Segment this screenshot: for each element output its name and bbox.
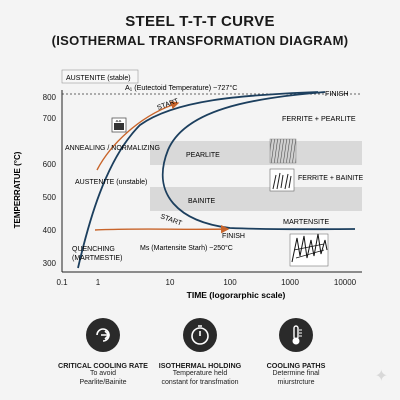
sparkle-icon: ✦ (374, 368, 388, 385)
bainite-band-label: BAINITE (188, 198, 216, 205)
x-tick-10: 10 (166, 278, 175, 287)
austenite-stable-box (61, 69, 139, 84)
austenite-stable-label: AUSTENITE (stable) (66, 75, 131, 82)
chart-title: STEEL T-T-T CURVE (125, 13, 275, 30)
annealing-cooling-path (96, 101, 180, 171)
finish-label-top: FINISH (325, 89, 349, 98)
y-tick-labels: 300 400 500 600 700 800 (43, 93, 57, 268)
card-line-2: Pearlite/Bainite (79, 378, 127, 386)
y-tick-500: 500 (43, 193, 57, 202)
card-line-1: Determine final (272, 370, 320, 377)
card-title: ISOTHERMAL HOLDING (158, 361, 242, 370)
bainite-microstructure-icon (269, 168, 295, 192)
x-tick-100: 100 (223, 278, 237, 287)
ms-label: Ms (Martensite Starh) ~250°C (140, 244, 233, 252)
x-tick-0.1: 0.1 (56, 278, 68, 287)
y-tick-400: 400 (43, 226, 57, 235)
y-tick-700: 700 (43, 114, 57, 123)
start-label-top: START (156, 97, 180, 111)
card-line-2: constant for transfmation (161, 378, 239, 386)
bainite-band (150, 187, 362, 211)
y-tick-300: 300 (43, 259, 57, 268)
pearlite-microstructure-icon (269, 138, 297, 164)
pearlite-band-label: PEARLITE (186, 152, 220, 159)
critical-cooling-rate-card: CRITICAL COOLING RATE To avoid Pearlite/… (43, 318, 163, 387)
cooling-paths-card: COOLING PATHS Determine final miurstrctu… (236, 318, 356, 387)
austenite-unstable-label: AUSTENITE (unstable) (75, 179, 147, 186)
pearlite-band (150, 141, 362, 165)
x-tick-1: 1 (96, 278, 101, 287)
finish-curve (161, 91, 356, 231)
y-axis-label: TEMPERRATUE (°C) (13, 151, 22, 228)
finish-label-bottom: FINISH (222, 233, 245, 240)
annealing-label: ANNEALING / NORMALIZING (65, 145, 160, 152)
y-tick-600: 600 (43, 160, 57, 169)
martensite-label: MARTENSITE (283, 217, 329, 226)
furnace-icon (111, 117, 127, 133)
x-tick-10000: 10000 (334, 278, 357, 287)
x-axis-label: TIME (logorarphic scale) (187, 290, 286, 300)
eutectoid-label: A₁ (Eutectoid Temperature) ~727°C (125, 83, 237, 92)
thermometer-icon (279, 318, 313, 352)
x-tick-1000: 1000 (281, 278, 299, 287)
quenching-label-2: (MARTMESTIE) (72, 255, 122, 262)
y-tick-800: 800 (43, 93, 57, 102)
ferrite-pearlite-label: FERRITE + PEARLITE (282, 114, 356, 123)
chart-subtitle: (ISOTHERMAL TRANSFORMATION DIAGRAM) (51, 33, 349, 48)
cooling-rate-icon (86, 318, 120, 352)
card-line-1: Temperature held (172, 370, 228, 377)
ferrite-bainite-label: FERRITE + BAINITE (298, 175, 363, 182)
quenching-label-1: QUENCHING (72, 246, 115, 253)
card-title: COOLING PATHS (266, 361, 326, 370)
isothermal-holding-card: ISOTHERMAL HOLDING Temperature held cons… (140, 318, 260, 387)
start-label-bottom: START (159, 213, 183, 227)
card-title: CRITICAL COOLING RATE (58, 361, 148, 370)
card-line-1: To avoid (89, 370, 117, 377)
x-tick-labels: 0.1 1 10 100 1000 10000 (56, 278, 356, 287)
start-curve (77, 91, 319, 269)
ttt-diagram: 300 400 500 600 700 800 0.1 1 10 100 100… (13, 69, 363, 300)
timer-icon (183, 318, 217, 352)
quenching-cooling-path (94, 224, 230, 234)
martensite-microstructure-icon (289, 233, 329, 267)
card-line-2: miurstrcture (277, 378, 315, 386)
